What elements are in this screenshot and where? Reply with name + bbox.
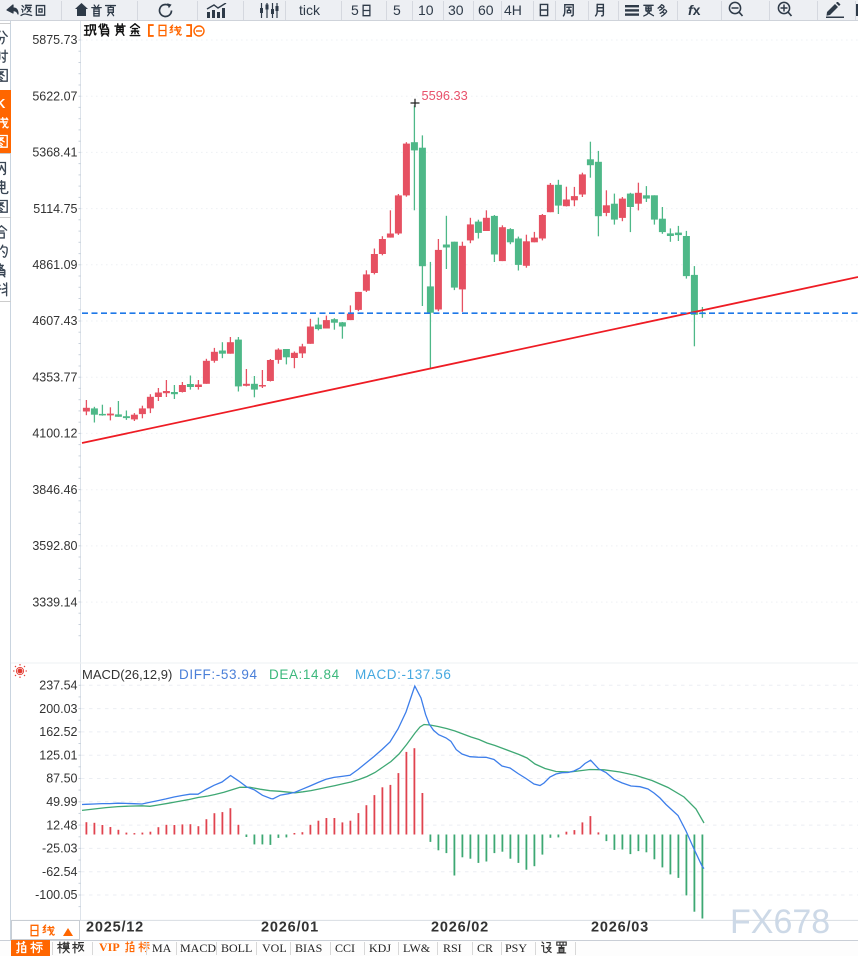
svg-text:2025/12: 2025/12	[86, 920, 144, 936]
svg-text:5875.73: 5875.73	[32, 33, 77, 47]
svg-text:5596.33: 5596.33	[422, 88, 468, 103]
svg-text:5622.07: 5622.07	[32, 89, 77, 103]
svg-text:4353.77: 4353.77	[32, 370, 77, 384]
svg-text:200.03: 200.03	[39, 702, 77, 716]
svg-text:MACD(26,12,9): MACD(26,12,9)	[82, 667, 172, 682]
svg-text:FX678: FX678	[730, 903, 830, 941]
svg-text:5114.75: 5114.75	[33, 202, 77, 216]
svg-text:MACD:-137.56: MACD:-137.56	[355, 667, 452, 682]
svg-text:4861.09: 4861.09	[32, 258, 77, 272]
svg-text:12.48: 12.48	[46, 818, 77, 832]
svg-text:2026/01: 2026/01	[261, 920, 319, 936]
svg-text:-100.05: -100.05	[35, 888, 77, 902]
svg-text:-25.03: -25.03	[42, 842, 77, 856]
svg-text:4607.43: 4607.43	[32, 314, 77, 328]
svg-text:87.50: 87.50	[46, 772, 77, 786]
svg-text:2026/02: 2026/02	[431, 920, 489, 936]
svg-text:-62.54: -62.54	[42, 865, 77, 879]
svg-text:3846.46: 3846.46	[32, 483, 77, 497]
svg-text:4100.12: 4100.12	[32, 427, 77, 441]
svg-text:162.52: 162.52	[39, 725, 77, 739]
svg-text:2026/03: 2026/03	[591, 920, 649, 936]
svg-text:DIFF:-53.94: DIFF:-53.94	[179, 667, 258, 682]
svg-text:125.01: 125.01	[39, 748, 77, 762]
svg-text:5368.41: 5368.41	[32, 146, 77, 160]
svg-text:3592.80: 3592.80	[32, 539, 77, 553]
svg-text:DEA:14.84: DEA:14.84	[269, 667, 340, 682]
svg-text:237.54: 237.54	[39, 679, 77, 693]
svg-text:49.99: 49.99	[46, 795, 77, 809]
svg-text:3339.14: 3339.14	[32, 595, 77, 609]
